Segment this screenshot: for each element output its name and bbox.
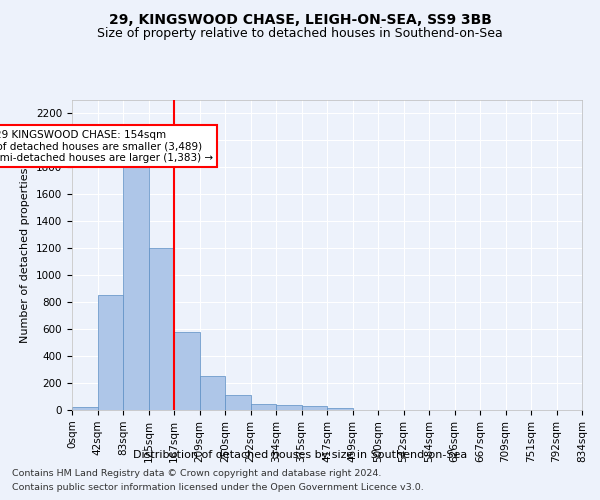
Y-axis label: Number of detached properties: Number of detached properties — [20, 168, 31, 342]
Bar — [276, 404, 302, 410]
Text: Contains HM Land Registry data © Crown copyright and database right 2024.: Contains HM Land Registry data © Crown c… — [12, 468, 382, 477]
Bar — [97, 296, 123, 410]
Text: Distribution of detached houses by size in Southend-on-Sea: Distribution of detached houses by size … — [133, 450, 467, 460]
Bar — [174, 332, 199, 410]
Bar — [302, 406, 327, 410]
Bar — [149, 248, 174, 410]
Bar — [123, 168, 149, 410]
Bar — [327, 408, 353, 410]
Bar — [225, 394, 251, 410]
Text: 29, KINGSWOOD CHASE, LEIGH-ON-SEA, SS9 3BB: 29, KINGSWOOD CHASE, LEIGH-ON-SEA, SS9 3… — [109, 12, 491, 26]
Text: 29 KINGSWOOD CHASE: 154sqm
← 71% of detached houses are smaller (3,489)
28% of s: 29 KINGSWOOD CHASE: 154sqm ← 71% of deta… — [0, 130, 213, 163]
Bar — [251, 404, 276, 410]
Text: Contains public sector information licensed under the Open Government Licence v3: Contains public sector information licen… — [12, 484, 424, 492]
Text: Size of property relative to detached houses in Southend-on-Sea: Size of property relative to detached ho… — [97, 28, 503, 40]
Bar — [72, 406, 97, 410]
Bar — [199, 376, 225, 410]
